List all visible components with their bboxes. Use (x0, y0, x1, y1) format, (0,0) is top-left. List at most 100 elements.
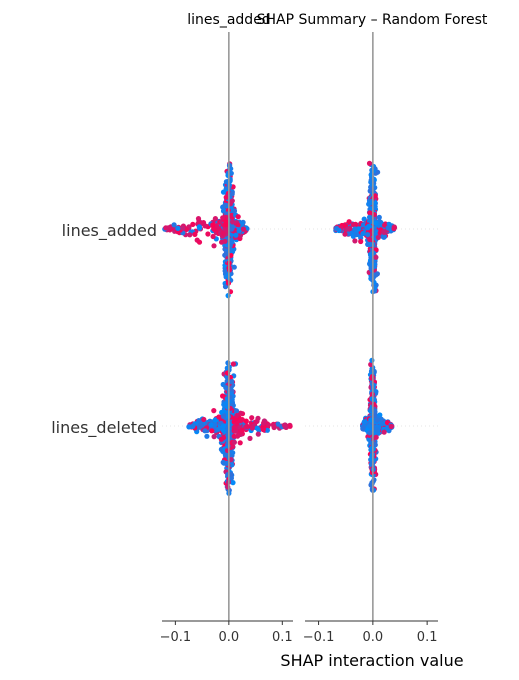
point (197, 425, 202, 430)
point (354, 232, 359, 237)
x-tick-label: 0.1 (417, 630, 438, 645)
point (235, 434, 240, 439)
point (375, 427, 380, 432)
point (247, 436, 252, 441)
point (222, 239, 227, 244)
point (342, 232, 347, 237)
point (223, 203, 228, 208)
point (186, 424, 191, 429)
point (232, 440, 237, 445)
point (213, 216, 218, 221)
point (250, 425, 255, 430)
point (212, 227, 217, 232)
point (229, 227, 234, 232)
point (236, 214, 241, 219)
point (373, 255, 378, 260)
point (211, 234, 216, 239)
point (366, 224, 371, 229)
point (255, 426, 260, 431)
point (369, 186, 374, 191)
point (223, 222, 228, 227)
point (345, 226, 350, 231)
point (216, 414, 221, 419)
point (367, 161, 372, 166)
point (235, 222, 240, 227)
point (373, 221, 378, 226)
point (362, 217, 367, 222)
point (211, 408, 216, 413)
point (225, 360, 230, 365)
point (386, 225, 391, 230)
point (230, 219, 235, 224)
point (234, 408, 239, 413)
point (233, 233, 238, 238)
point (367, 237, 372, 242)
point (261, 421, 266, 426)
x-tick-label: −0.1 (160, 630, 192, 645)
dots-lines_deleted (360, 358, 394, 493)
point (197, 224, 202, 229)
point (283, 425, 288, 430)
point (362, 419, 367, 424)
point (249, 415, 254, 420)
x-tick-label: −0.1 (303, 630, 335, 645)
point (221, 423, 226, 428)
point (367, 430, 372, 435)
point (368, 242, 373, 247)
point (196, 216, 201, 221)
point (382, 430, 387, 435)
point (203, 223, 208, 228)
point (367, 210, 372, 215)
dots-lines_added (162, 161, 249, 298)
point (209, 428, 214, 433)
point (175, 226, 180, 231)
point (205, 231, 210, 236)
point (216, 427, 221, 432)
point (221, 190, 226, 195)
point (361, 425, 366, 430)
point (221, 428, 226, 433)
point (374, 435, 379, 440)
point (172, 222, 177, 227)
point (261, 427, 266, 432)
panel-interaction: −0.1 0.0 0.1 (303, 32, 438, 645)
point (230, 191, 235, 196)
point (369, 358, 374, 363)
dots-lines_deleted (186, 360, 292, 496)
point (190, 222, 195, 227)
x-tick-label: 0.0 (218, 630, 239, 645)
point (365, 232, 370, 237)
point (204, 434, 209, 439)
point (381, 229, 386, 234)
point (225, 435, 230, 440)
point (271, 423, 276, 428)
point (211, 243, 216, 248)
point (227, 395, 232, 400)
point (391, 226, 396, 231)
point (347, 219, 352, 224)
point (245, 424, 250, 429)
point (234, 413, 239, 418)
panels-group: −0.1 0.0 0.1 −0.1 0.0 0.1 (160, 32, 438, 645)
point (208, 422, 213, 427)
point (360, 231, 365, 236)
x-axis-label: SHAP interaction value (280, 651, 463, 670)
dots-lines_added (333, 161, 397, 295)
point (231, 361, 236, 366)
point (220, 231, 225, 236)
point (352, 226, 357, 231)
feature-label-lines-added: lines_added (62, 221, 157, 241)
feature-label-lines-deleted: lines_deleted (51, 418, 157, 438)
point (234, 421, 239, 426)
point (389, 424, 394, 429)
point (163, 225, 168, 230)
point (244, 419, 249, 424)
point (375, 417, 380, 422)
point (221, 414, 226, 419)
point (210, 222, 215, 227)
point (238, 440, 243, 445)
point (375, 271, 380, 276)
point (224, 195, 229, 200)
panel-title-lines-added: lines_added (187, 12, 270, 28)
